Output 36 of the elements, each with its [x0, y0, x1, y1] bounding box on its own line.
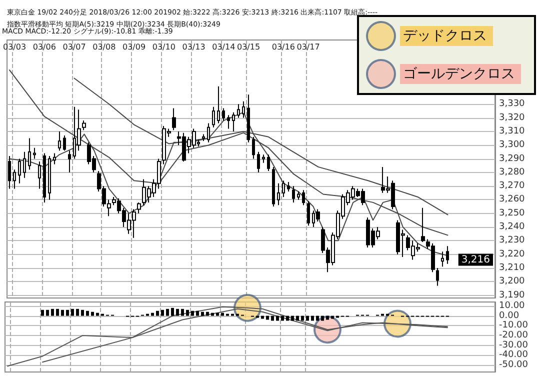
x-tick-label: 03/17	[296, 42, 320, 52]
y-tick-label: 3,230	[499, 236, 526, 246]
y-tick-label: 3,250	[499, 208, 526, 218]
legend-label: デッドクロス	[403, 28, 487, 44]
y-tick-label: -50.00	[499, 360, 528, 370]
y-tick-label: -20.00	[499, 330, 528, 341]
x-tick-label: 03/09	[122, 42, 146, 52]
x-tick-label: 03/16	[272, 42, 295, 52]
annotation: 3,216	[461, 254, 490, 266]
legend-label: ゴールデンクロス	[403, 66, 515, 82]
y-tick-label: 3,310	[499, 126, 526, 136]
x-tick-label: 03/14	[212, 42, 236, 52]
x-tick-label: 03/03	[2, 42, 26, 52]
x-tick-label: 03/13	[182, 42, 206, 52]
y-tick-label: 3,270	[499, 181, 526, 192]
x-tick-label: 03/06	[32, 42, 56, 52]
y-tick-label: 3,300	[499, 140, 526, 150]
y-tick-label: -30.00	[499, 340, 528, 350]
y-tick-label: 3,320	[499, 112, 526, 123]
y-tick-label: 3,280	[499, 167, 526, 178]
x-tick-label: 03/08	[92, 42, 116, 52]
x-tick-label: 03/10	[152, 42, 176, 52]
y-tick-label: 3,290	[499, 154, 526, 164]
y-tick-label: -40.00	[499, 350, 528, 360]
x-tick-label: 03/15	[237, 42, 260, 52]
y-tick-label: 3,260	[499, 194, 526, 205]
y-tick-label: 3,220	[499, 249, 526, 260]
y-tick-label: 0.00	[499, 310, 520, 321]
y-tick-label: -10.00	[499, 320, 528, 331]
y-tick-label: 3,240	[499, 222, 526, 232]
y-tick-label: 3,190	[499, 290, 526, 300]
y-tick-label: 10.00	[499, 300, 526, 311]
x-tick-label: 03/07	[62, 42, 86, 52]
y-tick-label: 3,330	[499, 99, 526, 110]
y-tick-label: 3,210	[499, 262, 526, 273]
y-tick-label: 3,200	[499, 276, 526, 287]
